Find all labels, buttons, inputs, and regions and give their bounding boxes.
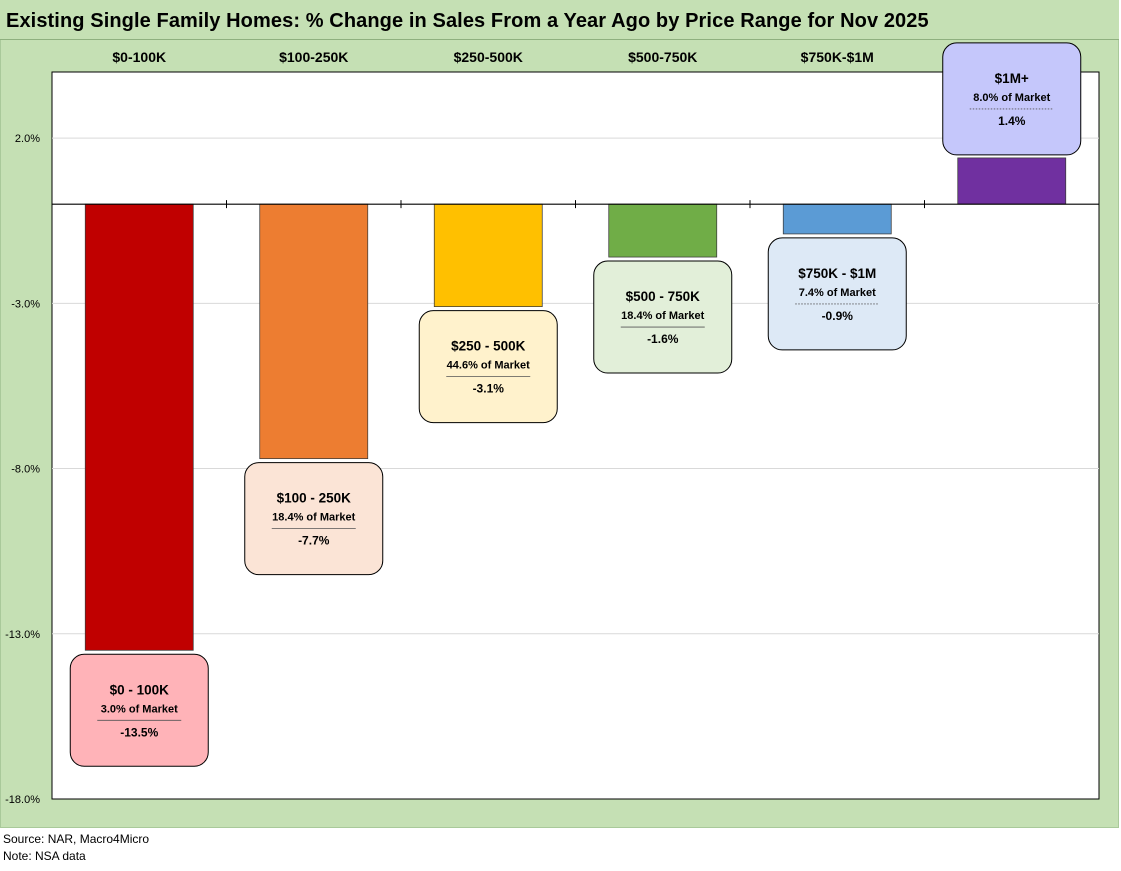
category-label: $0-100K: [112, 49, 166, 65]
callout-share: 18.4% of Market: [272, 512, 355, 524]
category-label: $250-500K: [454, 49, 523, 65]
bar: [782, 203, 892, 235]
y-tick-label: -13.0%: [5, 629, 40, 641]
category-label: $500-750K: [628, 49, 697, 65]
title-bar: Existing Single Family Homes: % Change i…: [0, 0, 1119, 40]
callout-share: 18.4% of Market: [621, 310, 704, 322]
bar: [957, 157, 1067, 205]
callout-title: $750K - $1M: [798, 266, 876, 281]
category-label: $750K-$1M: [801, 49, 874, 65]
plot-area: [51, 71, 1100, 800]
source-note: Source: NAR, Macro4Micro: [3, 832, 150, 846]
callout-box: [69, 653, 209, 767]
callout-value: 1.4%: [998, 114, 1026, 128]
callout-title: $500 - 750K: [626, 289, 701, 304]
callout-value: -7.7%: [298, 534, 330, 548]
callout-share: 44.6% of Market: [447, 360, 530, 372]
callout-box: [244, 462, 384, 576]
y-tick-label: -18.0%: [5, 794, 40, 806]
callout-value: -1.6%: [647, 332, 679, 346]
y-tick-label: -8.0%: [11, 464, 40, 476]
callout-value: -3.1%: [473, 382, 505, 396]
bar: [608, 203, 718, 258]
callout-box: [767, 237, 907, 351]
callout-share: 7.4% of Market: [799, 287, 876, 299]
bar: [84, 203, 194, 651]
callout-box: [418, 310, 558, 424]
bar: [433, 203, 543, 307]
bar: [259, 203, 369, 460]
category-label: $100-250K: [279, 49, 348, 65]
callout-box: [942, 42, 1082, 156]
callout-title: $1M+: [995, 71, 1029, 86]
y-tick-label: 2.0%: [15, 133, 40, 145]
y-tick-label: -3.0%: [11, 298, 40, 310]
callout-title: $0 - 100K: [110, 682, 170, 697]
callout-share: 8.0% of Market: [973, 92, 1050, 104]
callout-value: -0.9%: [822, 309, 854, 323]
callout-value: -13.5%: [120, 725, 158, 739]
callout-title: $100 - 250K: [277, 491, 352, 506]
callout-title: $250 - 500K: [451, 339, 526, 354]
chart-title: Existing Single Family Homes: % Change i…: [6, 10, 929, 32]
data-note: Note: NSA data: [3, 849, 86, 863]
callout-share: 3.0% of Market: [101, 703, 178, 715]
callout-box: [593, 260, 733, 374]
